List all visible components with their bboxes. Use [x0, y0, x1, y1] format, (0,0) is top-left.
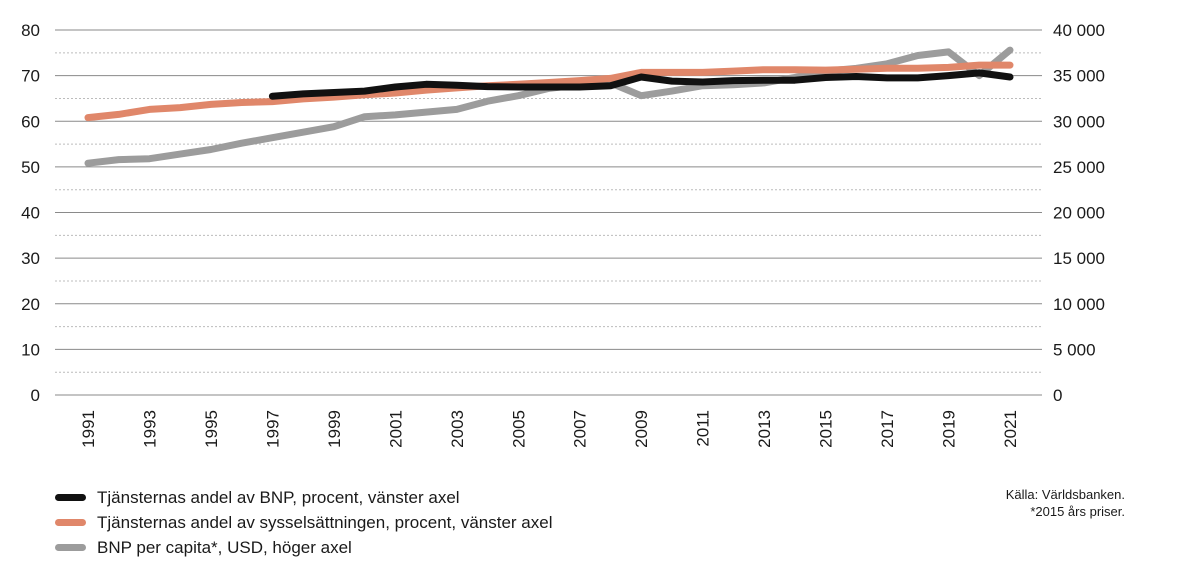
left-axis-tick-label: 80 [21, 21, 40, 40]
left-axis-tick-label: 50 [21, 158, 40, 177]
legend-label-bnp-share: Tjänsternas andel av BNP, procent, vänst… [97, 487, 460, 507]
source-line: Källa: Världsbanken. [1005, 487, 1125, 502]
left-axis-tick-labels: 0 10 20 30 40 50 60 70 80 [21, 21, 40, 405]
left-axis-tick-label: 10 [21, 340, 40, 359]
legend-item-gdp-per-capita: BNP per capita*, USD, höger axel [55, 535, 552, 560]
right-axis-tick-label: 40 000 [1053, 21, 1105, 40]
legend-swatch-employment-share [55, 519, 86, 526]
x-axis-tick-labels: 1991 1993 1995 1997 1999 2001 2003 2005 2007 2009… [79, 410, 1020, 448]
x-axis-tick-label: 1993 [140, 410, 159, 448]
price-base-note: *2015 års priser. [1030, 504, 1125, 519]
x-axis-tick-label: 2019 [940, 410, 959, 448]
right-axis-tick-label: 5 000 [1053, 340, 1096, 359]
line-bnp-share [268, 69, 1014, 100]
chart: 0 10 20 30 40 50 60 70 80 0 5 000 10 000 15 000 20 0… [21, 21, 1105, 448]
line-employment-share [84, 61, 1014, 122]
x-axis-tick-label: 2011 [694, 410, 713, 447]
right-axis-tick-labels: 0 5 000 10 000 15 000 20 000 25 000 30 000 35 0… [1053, 21, 1105, 405]
x-axis-tick-label: 2017 [878, 410, 897, 448]
x-axis-tick-label: 2013 [755, 410, 774, 448]
source-note: Källa: Världsbanken. *2015 års priser. [1006, 486, 1125, 520]
left-axis-tick-label: 0 [31, 386, 40, 405]
legend-item-employment-share: Tjänsternas andel av sysselsättningen, p… [55, 510, 552, 535]
right-axis-tick-label: 20 000 [1053, 204, 1105, 223]
x-axis-tick-label: 1995 [202, 410, 221, 448]
legend-label-employment-share: Tjänsternas andel av sysselsättningen, p… [97, 512, 553, 532]
x-axis-tick-label: 1991 [79, 410, 98, 448]
x-axis-tick-label: 2005 [509, 410, 528, 448]
legend-swatch-gdp-per-capita [55, 544, 86, 551]
legend-label-gdp-per-capita: BNP per capita*, USD, höger axel [97, 537, 352, 557]
left-axis-tick-label: 60 [21, 112, 40, 131]
right-axis-tick-label: 30 000 [1053, 112, 1105, 131]
x-axis-tick-label: 2001 [386, 410, 405, 448]
right-axis-tick-label: 10 000 [1053, 295, 1105, 314]
x-axis-tick-label: 2007 [571, 410, 590, 448]
right-axis-tick-label: 35 000 [1053, 67, 1105, 86]
legend-swatch-bnp-share [55, 494, 86, 501]
x-axis-tick-label: 1999 [325, 410, 344, 448]
right-axis-tick-label: 25 000 [1053, 158, 1105, 177]
x-axis-tick-label: 2009 [632, 410, 651, 448]
legend: Tjänsternas andel av BNP, procent, vänst… [55, 485, 552, 560]
left-axis-tick-label: 20 [21, 295, 40, 314]
right-axis-tick-label: 15 000 [1053, 249, 1105, 268]
right-axis-tick-label: 0 [1053, 386, 1062, 405]
x-axis-tick-label: 2021 [1001, 410, 1020, 448]
legend-item-bnp-share: Tjänsternas andel av BNP, procent, vänst… [55, 485, 552, 510]
left-axis-tick-label: 40 [21, 204, 40, 223]
left-axis-tick-label: 70 [21, 67, 40, 86]
x-axis-tick-label: 1997 [263, 410, 282, 448]
series-lines [84, 46, 1014, 167]
left-axis-tick-label: 30 [21, 249, 40, 268]
x-axis-tick-label: 2003 [448, 410, 467, 448]
x-axis-tick-label: 2015 [817, 410, 836, 448]
